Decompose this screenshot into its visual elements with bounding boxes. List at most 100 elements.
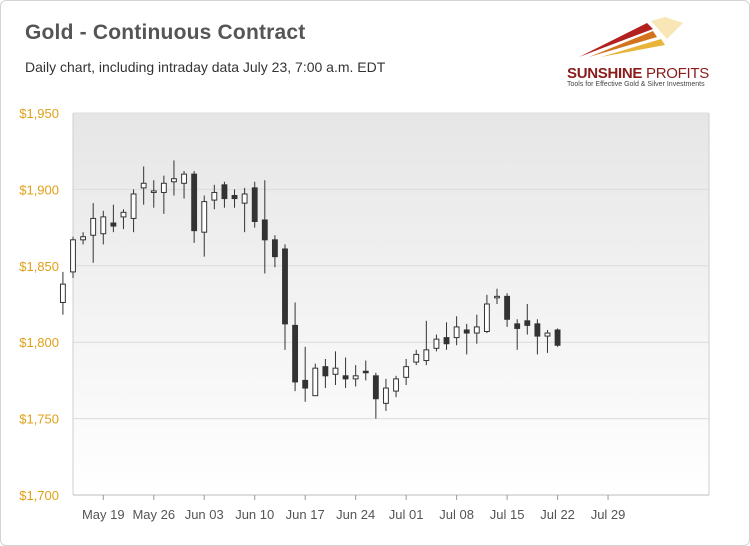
candle [110, 204, 117, 233]
candle-body [70, 239, 76, 273]
candle-body [302, 379, 309, 389]
candle-body [504, 295, 511, 320]
candle-body [322, 366, 329, 377]
candle [241, 187, 248, 233]
candle [130, 189, 137, 233]
plot-area [73, 113, 709, 495]
candle [70, 236, 76, 279]
candle [140, 166, 147, 205]
candle [292, 302, 299, 392]
candle [251, 181, 258, 228]
candle [494, 288, 500, 304]
chart-subtitle: Daily chart, including intraday data Jul… [25, 59, 386, 75]
y-tick-label: $1,850 [19, 259, 59, 274]
x-tick-label: Jun 10 [235, 507, 274, 522]
candle [443, 322, 450, 350]
y-tick-label: $1,950 [19, 106, 59, 121]
candle [403, 359, 410, 385]
logo-tagline: Tools for Effective Gold & Silver Invest… [567, 81, 705, 88]
chart-title: Gold - Continuous Contract [25, 21, 306, 44]
candle [423, 320, 430, 366]
candle [271, 235, 278, 268]
candle-body [150, 190, 157, 193]
candle-body [524, 320, 531, 326]
candle [433, 334, 440, 352]
candle-body [312, 367, 319, 397]
candle-body [271, 239, 278, 258]
candle-body [342, 375, 349, 380]
candle-body [59, 283, 66, 303]
candle-body [80, 236, 87, 241]
candle [181, 171, 187, 199]
candle [473, 314, 480, 344]
x-tick-label: Jun 17 [286, 507, 325, 522]
candle [524, 304, 531, 335]
logo-name-part2: PROFITS [642, 65, 709, 82]
candle-body [423, 349, 430, 362]
candle-body [110, 222, 117, 227]
logo-name-part1: SUNSHINE [567, 65, 643, 82]
candle-body [534, 323, 541, 337]
candle-body [201, 201, 208, 233]
candle-body [251, 187, 258, 222]
x-tick-label: Jul 22 [540, 507, 575, 522]
candle [483, 294, 490, 334]
candle [544, 329, 551, 353]
candle-body [160, 182, 167, 193]
candle-body [171, 178, 177, 183]
candle-body [241, 193, 248, 204]
candle [463, 323, 470, 355]
x-tick-label: May 26 [132, 507, 175, 522]
candle-body [463, 329, 470, 334]
candle [80, 232, 87, 245]
candle-body [554, 329, 561, 346]
candle [393, 375, 399, 398]
x-tick-label: Jun 24 [336, 507, 375, 522]
candle-body [403, 366, 410, 378]
candle-body [100, 216, 107, 235]
logo-name: SUNSHINE PROFITS [567, 65, 709, 82]
x-tick-label: Jul 08 [439, 507, 474, 522]
candle [453, 316, 460, 346]
candle [160, 175, 167, 214]
candle-body [362, 370, 369, 374]
candle [171, 160, 177, 196]
candle-body [352, 375, 359, 380]
candle-body [514, 323, 521, 329]
candle-body [544, 332, 551, 337]
sunshine-profits-logo-icon [579, 17, 683, 57]
candle [211, 184, 218, 210]
candle [221, 181, 228, 208]
candle [342, 357, 349, 389]
candle [504, 293, 511, 327]
candle [332, 351, 339, 385]
y-tick-label: $1,800 [19, 335, 59, 350]
candle-body [282, 248, 288, 325]
candle-body [231, 195, 238, 200]
candle-body [211, 191, 218, 201]
candle-body [261, 219, 268, 241]
candle [201, 195, 208, 257]
candle [534, 319, 541, 355]
x-tick-label: May 19 [82, 507, 125, 522]
candle [383, 378, 389, 411]
candle [59, 271, 66, 315]
candle-body [130, 193, 137, 219]
candle-body [453, 326, 460, 339]
candle-body [443, 337, 450, 345]
candle-body [332, 367, 339, 375]
candle [554, 328, 561, 347]
candle-body [181, 173, 187, 184]
candle-body [413, 353, 420, 363]
candle-body [140, 182, 147, 189]
candle [120, 209, 127, 230]
candle [191, 171, 198, 243]
candle-body [483, 303, 490, 333]
candle [150, 180, 157, 208]
y-tick-label: $1,750 [19, 412, 59, 427]
candle [322, 359, 329, 389]
candle [362, 360, 369, 381]
candle-body [473, 326, 480, 334]
candle [302, 346, 309, 402]
